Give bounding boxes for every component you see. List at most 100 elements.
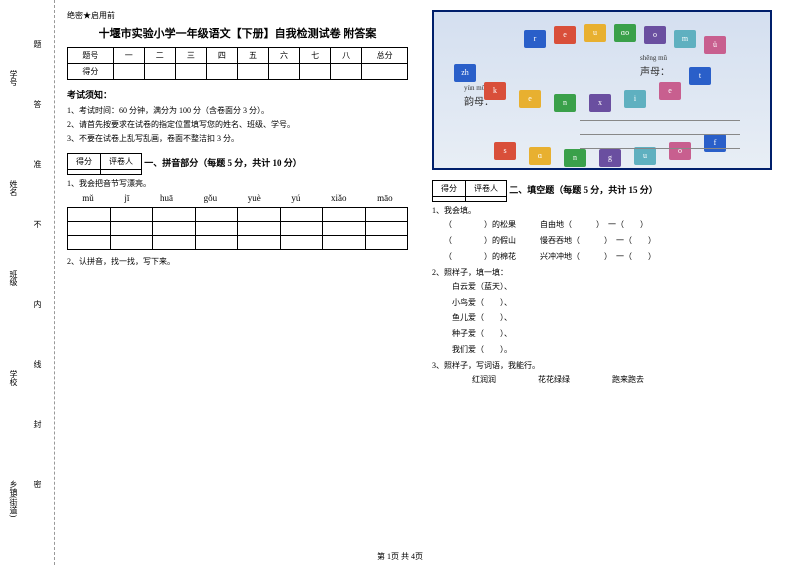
train-car: i [624,90,646,108]
seal-note: 不 [32,220,43,228]
margin-label: 学校 [8,370,19,386]
notice-heading: 考试须知： [67,88,408,101]
text: ）的松果 [484,220,516,229]
pinyin-train-image: shēng mǔ声母： yùn mǔ韵母： r e u ɑo o m ü zh … [432,10,772,170]
exam-title: 十堰市实验小学一年级语文【下册】自我检测试卷 附答案 [67,25,408,41]
cell: 五 [237,48,268,64]
cell: 六 [269,48,300,64]
seal-note: 答 [32,100,43,108]
pinyin: mǔ [82,193,94,203]
cell: 题号 [68,48,114,64]
pinyin: jī [124,193,129,203]
pinyin: gǒu [204,193,218,203]
right-column: shēng mǔ声母： yùn mǔ韵母： r e u ɑo o m ü zh … [420,0,800,565]
cell: 评卷人 [101,153,142,169]
cell: 七 [300,48,331,64]
blank: 种子爱（ ）、 [432,328,788,341]
margin-label: 乡镇(街道) [8,480,19,517]
text: 自由地（ [540,220,572,229]
notice-item: 1、考试时间：60 分钟，满分为 100 分（含卷面分 3 分）。 [67,105,408,116]
section2-header: 得分评卷人 二、填空题（每题 5 分，共计 15 分） [432,180,788,202]
pinyin: māo [377,193,393,203]
margin-label: 学号 [8,70,19,86]
notice-item: 3、不要在试卷上乱写乱画，卷面不整洁扣 3 分。 [67,133,408,144]
page: 乡镇(街道) 学校 班级 姓名 学号 题 答 准 不 内 线 封 密 绝密★启用… [0,0,800,565]
train-car: t [689,67,711,85]
pinyin: huā [160,193,173,203]
cell: 得分 [68,64,114,80]
score-table: 题号 一 二 三 四 五 六 七 八 总分 得分 [67,47,408,80]
question: 2、认拼音，找一找，写下来。 [67,256,408,267]
seal-note: 准 [32,160,43,168]
word-row: 红润润 花花绿绿 跑来跑去 [432,374,788,387]
seal-note: 封 [32,420,43,428]
train-car: n [564,149,586,167]
blank: 小鸟爱（ ）、 [432,297,788,310]
cell: 得分 [433,181,466,197]
seal-note: 线 [32,360,43,368]
train-car: e [659,82,681,100]
answer-lines [580,107,740,149]
margin-label: 姓名 [8,180,19,196]
train-car: ɑ [529,147,551,165]
train-car: u [634,147,656,165]
pinyin: xiǎo [331,193,347,203]
train-car: m [674,30,696,48]
pinyin-row: mǔ jī huā gǒu yuè yú xiǎo māo [67,193,408,203]
blank: 我们爱（ ）。 [432,344,788,357]
train-car: n [554,94,576,112]
section2-title: 二、填空题（每题 5 分，共计 15 分） [509,185,658,195]
question: 1、我会填。 [432,205,788,216]
cell: 得分 [68,153,101,169]
cell: 评卷人 [466,181,507,197]
question: 1、我会把音节写漂亮。 [67,178,408,189]
train-car: ü [704,36,726,54]
train-car: ɑo [614,24,636,42]
question: 2、照样子，填一填： [432,267,788,278]
blank: 鱼儿爱（ ）、 [432,312,788,325]
cell: 三 [175,48,206,64]
text: 兴冲冲地（ [540,252,580,261]
seal-note: 题 [32,40,43,48]
text: ） 一（ ） [604,236,656,245]
page-footer: 第 1页 共 4页 [0,551,800,562]
fill-row: （ ）的棉花 兴冲冲地（ ） 一（ ） [432,251,788,264]
question: 3、照样子，写词语，我能行。 [432,360,788,371]
seal-note: 内 [32,300,43,308]
train-car: r [524,30,546,48]
text: ）的棉花 [484,252,516,261]
label: 声母： [640,67,670,78]
table-row: 题号 一 二 三 四 五 六 七 八 总分 [68,48,408,64]
ruby: yùn mǔ [464,84,485,92]
train-car: zh [454,64,476,82]
binding-margin: 乡镇(街道) 学校 班级 姓名 学号 题 答 准 不 内 线 封 密 [0,0,55,565]
margin-label: 班级 [8,270,19,286]
section1-header: 得分评卷人 一、拼音部分（每题 5 分，共计 10 分） [67,153,408,175]
text: ） 一（ ） [604,252,656,261]
secret-mark: 绝密★启用前 [67,10,408,21]
score-box: 得分评卷人 [67,153,142,175]
cell: 二 [144,48,175,64]
train-car: k [484,82,506,100]
train-car: u [584,24,606,42]
train-car: s [494,142,516,160]
section1-title: 一、拼音部分（每题 5 分，共计 10 分） [144,158,302,168]
seal-note: 密 [32,480,43,488]
train-car: g [599,149,621,167]
pinyin-grid [67,207,408,250]
table-row: 得分 [68,64,408,80]
fill-row: （ ）的假山 慢吞吞地（ ） 一（ ） [432,235,788,248]
cell: 八 [331,48,362,64]
word: 跑来跑去 [612,375,644,384]
text: 慢吞吞地（ [540,236,580,245]
ruby: shēng mǔ [640,54,667,62]
train-car: e [519,90,541,108]
cell: 总分 [362,48,408,64]
cell: 四 [206,48,237,64]
train-car: e [554,26,576,44]
text: ）的假山 [484,236,516,245]
fill-row: （ ）的松果 自由地（ ） 一（ ） [432,219,788,232]
cell: 一 [113,48,144,64]
example: 白云爱（蓝天）、 [432,281,788,294]
pinyin: yuè [248,193,261,203]
